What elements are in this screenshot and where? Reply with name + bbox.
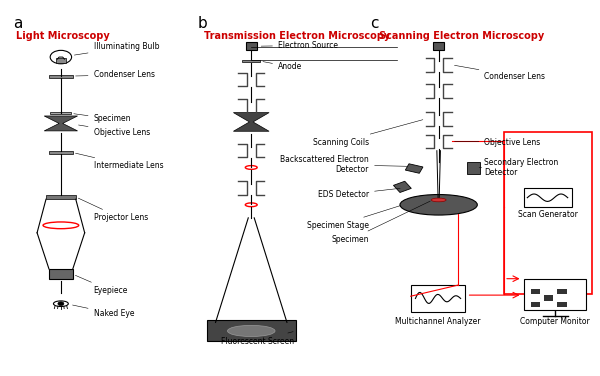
Text: Computer Monitor: Computer Monitor [520, 317, 590, 326]
Bar [531, 289, 541, 294]
Bar [524, 188, 572, 208]
Text: Fluorescent Screen: Fluorescent Screen [221, 332, 294, 346]
Text: c: c [370, 16, 379, 31]
Text: a: a [13, 16, 23, 31]
Ellipse shape [431, 198, 446, 202]
Text: Eyepiece: Eyepiece [76, 275, 128, 295]
Bar [46, 195, 76, 199]
Bar [467, 162, 480, 174]
Bar [544, 296, 553, 301]
Polygon shape [44, 116, 77, 131]
Bar [504, 132, 592, 294]
Bar [394, 181, 412, 193]
Text: EDS Detector: EDS Detector [318, 188, 400, 199]
Text: Anode: Anode [263, 62, 302, 71]
Text: Transmission Electron Microscopy: Transmission Electron Microscopy [203, 31, 390, 41]
Text: Scan Generator: Scan Generator [518, 211, 578, 219]
Circle shape [50, 50, 71, 64]
Bar [410, 285, 466, 312]
Bar [406, 164, 423, 173]
Text: Specimen: Specimen [332, 201, 430, 244]
Text: Specimen Stage: Specimen Stage [307, 206, 400, 230]
Bar [246, 42, 257, 50]
Bar [557, 289, 566, 294]
Ellipse shape [53, 301, 68, 306]
Text: Condenser Lens: Condenser Lens [76, 70, 155, 79]
Ellipse shape [227, 325, 275, 337]
Bar [531, 302, 541, 308]
Bar [49, 269, 73, 279]
Text: Projector Lens: Projector Lens [78, 198, 148, 222]
Bar [206, 320, 296, 341]
Text: Electron Source: Electron Source [261, 41, 338, 50]
Text: Secondary Electron
Detector: Secondary Electron Detector [479, 158, 559, 177]
Bar [557, 302, 566, 308]
Text: Intermediate Lens: Intermediate Lens [76, 153, 163, 170]
Text: Specimen: Specimen [74, 114, 131, 123]
Circle shape [58, 302, 64, 306]
Text: Light Microscopy: Light Microscopy [16, 31, 110, 41]
Text: Objective Lens: Objective Lens [455, 138, 541, 147]
Ellipse shape [400, 194, 478, 215]
Bar [242, 60, 260, 62]
Bar [50, 112, 71, 114]
Polygon shape [233, 112, 269, 131]
Text: Naked Eye: Naked Eye [73, 305, 134, 318]
Bar [524, 279, 586, 311]
Bar [433, 42, 444, 50]
Bar [49, 74, 73, 77]
Text: b: b [198, 16, 208, 31]
Text: Illuminating Bulb: Illuminating Bulb [74, 42, 159, 55]
Text: Objective Lens: Objective Lens [79, 125, 150, 136]
Text: Multichannel Analyzer: Multichannel Analyzer [395, 317, 481, 326]
Bar [56, 59, 65, 63]
Text: Scanning Electron Microscopy: Scanning Electron Microscopy [379, 31, 544, 41]
Text: Scanning Coils: Scanning Coils [313, 120, 423, 147]
Text: Condenser Lens: Condenser Lens [454, 65, 545, 80]
Bar [49, 151, 73, 154]
Text: Backscattered Electron
Detector: Backscattered Electron Detector [280, 155, 407, 174]
